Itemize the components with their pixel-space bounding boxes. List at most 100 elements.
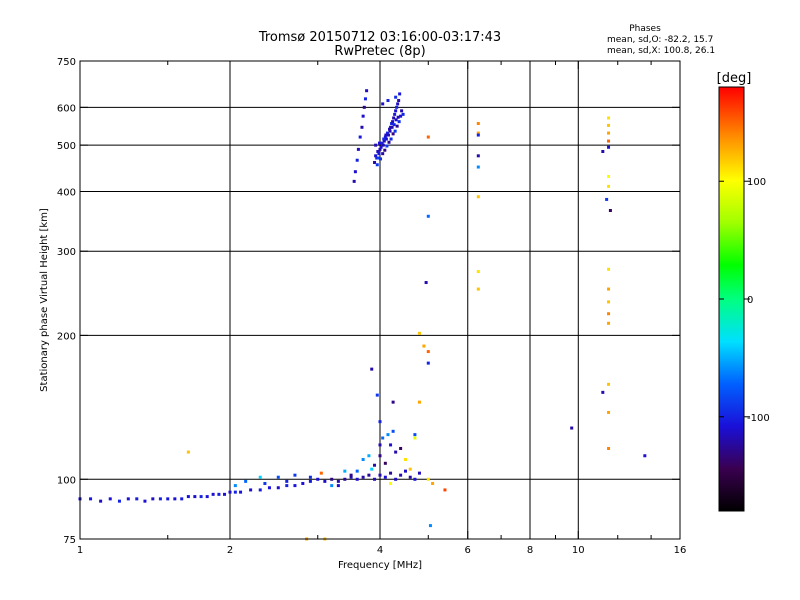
data-point [383, 461, 387, 465]
data-point [319, 471, 323, 475]
data-point [276, 475, 280, 479]
data-point [285, 484, 289, 488]
data-point [380, 141, 384, 145]
y-tick-label: 600 [57, 103, 76, 114]
y-tick-label: 100 [57, 475, 76, 486]
data-point [258, 488, 262, 492]
data-point [413, 433, 417, 437]
data-point [426, 135, 430, 139]
y-tick-label: 750 [57, 57, 76, 68]
data-point [293, 473, 297, 477]
data-point [374, 154, 378, 158]
data-point [276, 486, 280, 490]
data-point [393, 112, 397, 116]
data-point [390, 122, 394, 126]
data-point [352, 179, 356, 183]
data-point [308, 479, 312, 483]
data-point [353, 170, 357, 174]
data-point [476, 154, 480, 158]
data-point [249, 488, 253, 492]
data-point [607, 382, 611, 386]
data-point [363, 97, 367, 101]
data-point [151, 497, 155, 501]
data-point [173, 497, 177, 501]
data-point [394, 450, 398, 454]
chart-title: Tromsø 20150712 03:16:00-03:17:43 [258, 30, 501, 45]
data-point [193, 495, 197, 499]
data-point [336, 479, 340, 483]
data-point [426, 350, 430, 354]
data-point [401, 112, 405, 116]
data-point [408, 475, 412, 479]
data-point [422, 344, 426, 348]
data-point [403, 457, 407, 461]
data-point [607, 131, 611, 135]
data-point [166, 497, 170, 501]
data-point [476, 270, 480, 274]
data-point [367, 454, 371, 458]
data-point [388, 129, 392, 133]
x-tick-label: 8 [527, 545, 533, 556]
data-point [399, 473, 403, 477]
data-point [392, 123, 396, 127]
data-point [607, 321, 611, 325]
phases-o-stats: mean, sd,O: -82.2, 15.7 [607, 35, 713, 45]
y-tick-label: 400 [57, 187, 76, 198]
data-point [376, 156, 380, 160]
data-point [381, 143, 385, 147]
y-axis-label: Stationary phase Virtual Height [km] [39, 208, 50, 392]
data-point [365, 89, 369, 93]
data-point [382, 137, 386, 141]
data-point [375, 163, 379, 167]
x-tick-label: 6 [465, 545, 471, 556]
data-point [393, 129, 397, 133]
data-point [330, 484, 334, 488]
data-point [330, 477, 334, 481]
data-point [396, 115, 400, 119]
data-point [373, 160, 377, 164]
data-point [349, 473, 353, 477]
phases-x-stats: mean, sd,X: 100.8, 26.1 [607, 46, 715, 56]
data-point [389, 443, 393, 447]
data-point [398, 92, 402, 96]
data-point [384, 133, 388, 137]
data-point [358, 135, 362, 139]
data-point [605, 197, 609, 201]
data-point [361, 114, 365, 118]
data-point [205, 495, 209, 499]
x-tick-label: 2 [227, 545, 233, 556]
data-point [395, 105, 399, 109]
data-point [316, 477, 320, 481]
data-point [607, 123, 611, 127]
data-point [426, 477, 430, 481]
x-tick-label: 4 [377, 545, 383, 556]
data-point [343, 469, 347, 473]
data-point [362, 105, 366, 109]
data-point [403, 469, 407, 473]
data-point [293, 484, 297, 488]
data-point [431, 481, 435, 485]
data-point [391, 429, 395, 433]
data-point [607, 184, 611, 188]
data-point [428, 524, 432, 528]
data-point [135, 497, 139, 501]
data-point [607, 174, 611, 178]
data-point [343, 477, 347, 481]
data-point [570, 426, 574, 430]
data-point [426, 361, 430, 365]
y-tick-label: 300 [57, 247, 76, 258]
data-point [408, 467, 412, 471]
data-point [387, 140, 391, 144]
data-point [239, 490, 243, 494]
data-point [476, 287, 480, 291]
data-point [413, 477, 417, 481]
data-point [383, 135, 387, 139]
data-point [443, 488, 447, 492]
data-point [391, 132, 395, 136]
phases-title: Phases [629, 24, 661, 34]
data-point [383, 475, 387, 479]
data-point [186, 450, 190, 454]
data-point [373, 463, 377, 467]
data-point [394, 95, 398, 99]
